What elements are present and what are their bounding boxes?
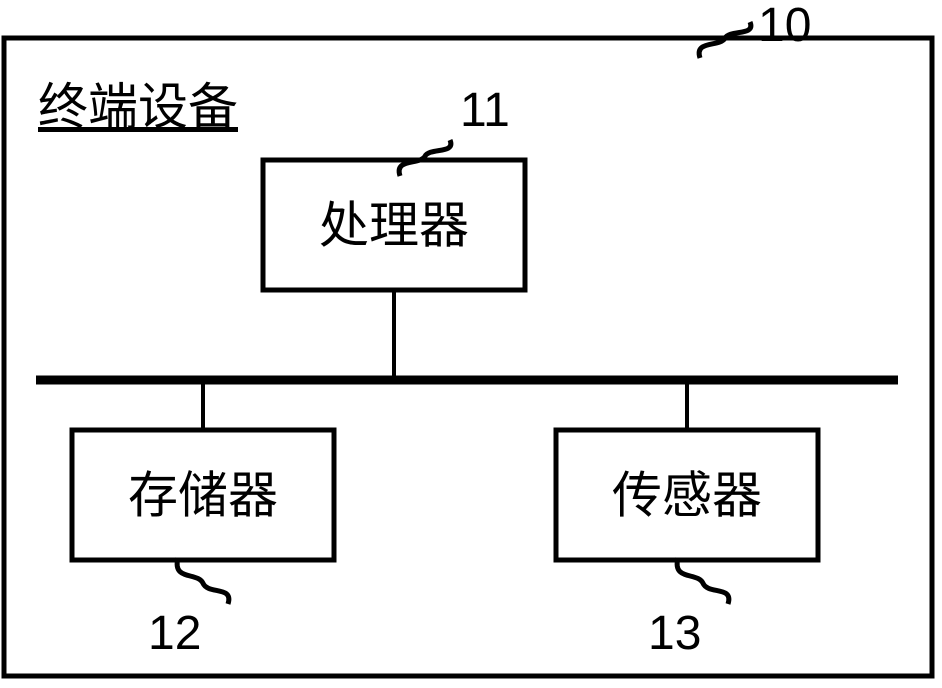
- ref-curve: [177, 558, 229, 604]
- block-diagram: 10 终端设备处理器 11 存储器 12 传感器 13: [0, 0, 942, 688]
- sensor-ref-number: 13: [648, 607, 701, 660]
- outer-ref-number: 10: [758, 0, 811, 52]
- sensor-label: 传感器: [612, 468, 762, 524]
- processor-label: 处理器: [319, 198, 469, 254]
- diagram-title: 终端设备: [38, 79, 238, 135]
- processor-ref-number: 11: [460, 84, 510, 137]
- memory-ref-number: 12: [148, 607, 201, 660]
- ref-curve: [677, 558, 729, 604]
- memory-label: 存储器: [128, 468, 278, 524]
